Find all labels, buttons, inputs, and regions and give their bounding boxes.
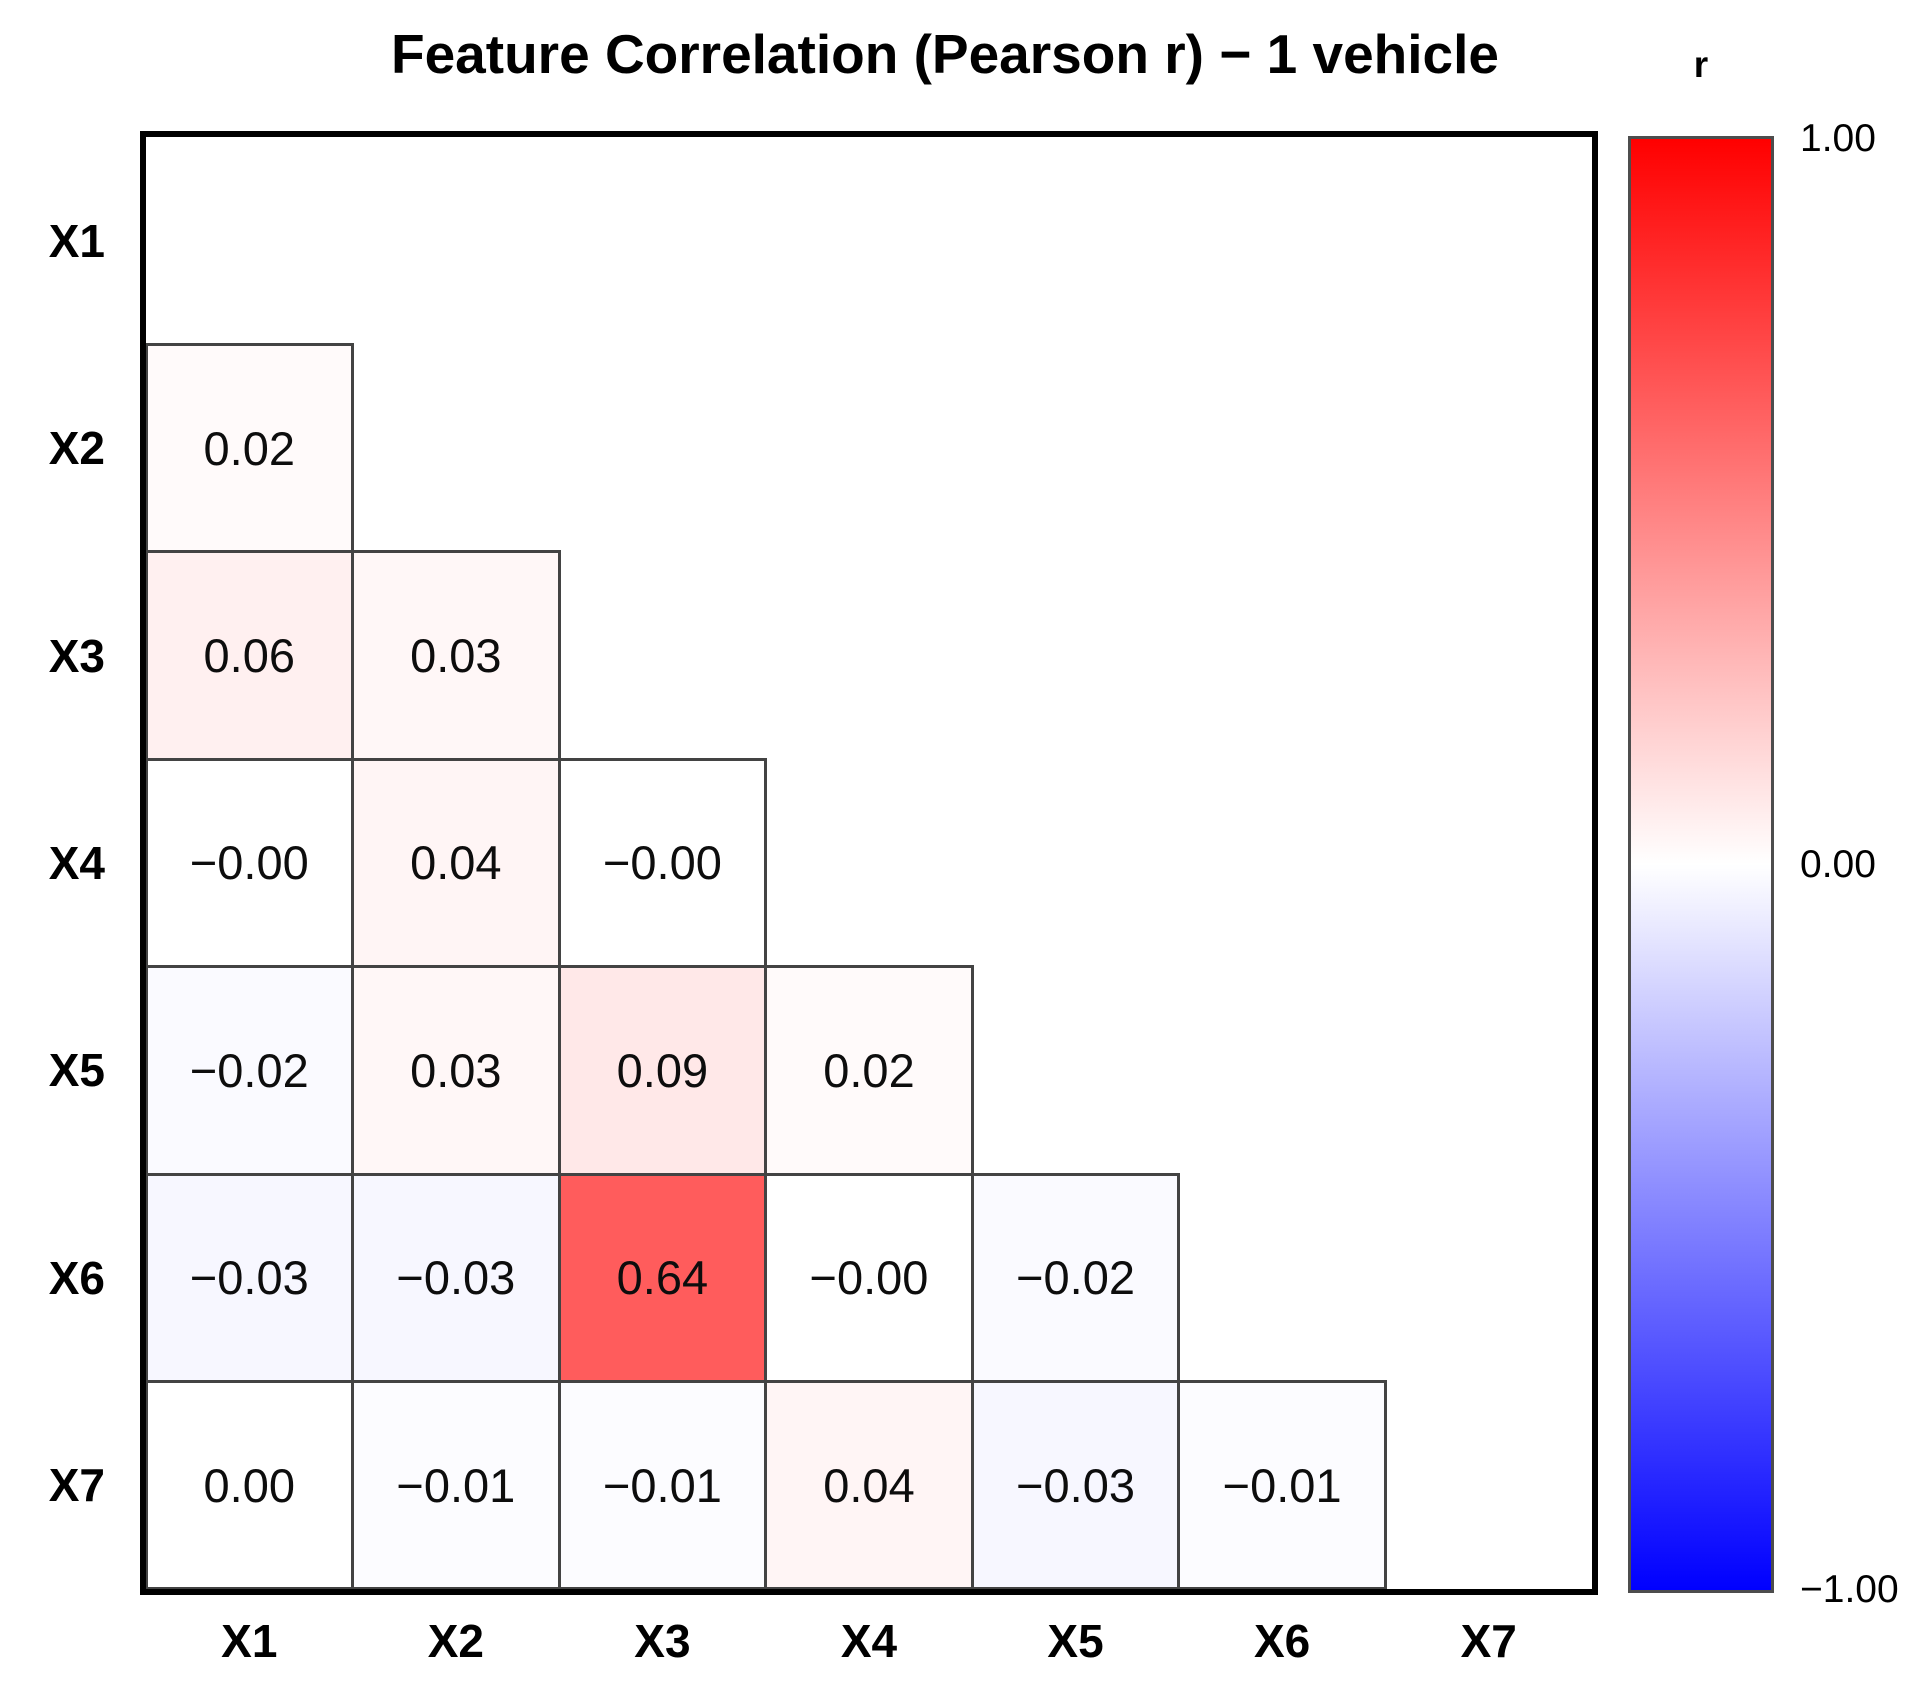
heatmap-cell-X5-X1: −0.02 — [144, 965, 355, 1176]
colorbar-gradient — [1628, 136, 1774, 1593]
y-axis-label-X1: X1 — [48, 214, 105, 267]
heatmap-cell-X7-X2: −0.01 — [351, 1380, 561, 1591]
y-axis-label-X7: X7 — [48, 1459, 105, 1512]
y-axis-label-X4: X4 — [48, 837, 105, 889]
heatmap-cell-X6-X2: −0.03 — [351, 1172, 561, 1384]
chart-title: Feature Correlation (Pearson r) − 1 vehi… — [390, 23, 1500, 85]
x-axis-label-X6: X6 — [1254, 1615, 1311, 1667]
y-axis-label-X2: X2 — [48, 422, 105, 475]
colorbar-tick-0.00: 0.00 — [1800, 842, 1876, 886]
heatmap-cell-X2-X1: 0.02 — [144, 342, 355, 554]
heatmap-cell-X6-X5: −0.02 — [970, 1172, 1181, 1384]
colorbar-tick-1.00: 1.00 — [1800, 117, 1876, 160]
x-axis-label-X5: X5 — [1047, 1615, 1104, 1667]
heatmap-cell-X6-X1: −0.03 — [144, 1172, 355, 1384]
heatmap-cell-X7-X4: 0.04 — [764, 1380, 974, 1591]
x-axis-label-X1: X1 — [221, 1615, 278, 1667]
heatmap-cell-X7-X6: −0.01 — [1177, 1380, 1387, 1591]
heatmap-cell-X6-X3: 0.64 — [557, 1172, 768, 1384]
heatmap-cell-X5-X4: 0.02 — [764, 965, 974, 1176]
colorbar-title: r — [1693, 44, 1709, 85]
heatmap-cell-X4-X3: −0.00 — [557, 757, 768, 969]
y-axis-label-X3: X3 — [48, 629, 105, 682]
heatmap-cell-X7-X3: −0.01 — [557, 1380, 768, 1591]
heatmap-cell-X7-X1: 0.00 — [144, 1380, 355, 1591]
heatmap-cell-X4-X1: −0.00 — [144, 757, 355, 969]
heatmap-cell-X7-X5: −0.03 — [970, 1380, 1181, 1591]
heatmap-cell-X6-X4: −0.00 — [764, 1172, 974, 1384]
x-axis-label-X7: X7 — [1460, 1615, 1517, 1667]
x-axis-label-X3: X3 — [634, 1615, 691, 1667]
heatmap-cell-X3-X1: 0.06 — [144, 550, 355, 761]
heatmap-cell-X5-X2: 0.03 — [351, 965, 561, 1176]
heatmap-cell-X5-X3: 0.09 — [557, 965, 768, 1176]
y-axis-label-X6: X6 — [48, 1251, 105, 1304]
y-axis-label-X5: X5 — [48, 1044, 105, 1097]
x-axis-label-X4: X4 — [840, 1615, 898, 1667]
colorbar-tick-−1.00: −1.00 — [1800, 1568, 1899, 1611]
x-axis-label-X2: X2 — [427, 1615, 484, 1667]
heatmap-cell-X4-X2: 0.04 — [351, 757, 561, 969]
heatmap-cell-X3-X2: 0.03 — [351, 550, 561, 761]
